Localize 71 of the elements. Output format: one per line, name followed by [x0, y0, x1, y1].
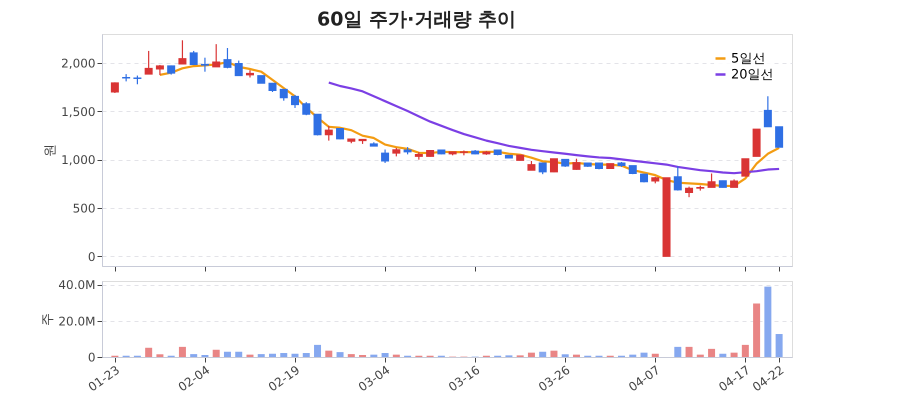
- candlestick: [212, 44, 220, 68]
- bar: [268, 354, 276, 357]
- candlestick: [741, 158, 750, 178]
- bar: [764, 286, 772, 357]
- y-tick-label: 20.0M: [58, 314, 96, 328]
- candlestick: [572, 158, 580, 170]
- candlestick: [764, 96, 772, 128]
- y-axis-title: 주: [40, 313, 56, 326]
- bar: [708, 348, 716, 357]
- candlestick: [674, 166, 682, 192]
- bar: [652, 354, 659, 357]
- candlestick: [314, 114, 322, 136]
- candlestick: [324, 125, 333, 142]
- bar: [348, 354, 355, 357]
- candlestick: [302, 102, 310, 116]
- bar: [336, 352, 344, 357]
- candlestick: [234, 60, 243, 76]
- candlestick: [200, 57, 209, 72]
- bar: [686, 346, 693, 357]
- bar: [156, 354, 164, 357]
- candlestick: [190, 50, 198, 66]
- bar: [145, 348, 152, 357]
- bar: [562, 354, 569, 357]
- candlestick: [280, 88, 288, 102]
- bar: [730, 352, 738, 357]
- legend-label: 20일선: [731, 68, 774, 82]
- candlestick: [156, 64, 164, 76]
- bar: [235, 352, 242, 357]
- y-tick-label: 1,500: [61, 104, 96, 119]
- bar: [753, 303, 760, 357]
- bar: [280, 353, 288, 357]
- candlestick: [381, 148, 390, 164]
- y-tick-label: 40.0M: [58, 278, 96, 292]
- bar: [640, 352, 648, 357]
- bar: [212, 350, 220, 357]
- y-tick-label: 1,000: [61, 153, 96, 168]
- bar: [178, 346, 186, 357]
- bar: [550, 350, 558, 357]
- bar: [224, 352, 231, 357]
- candlestick: [144, 50, 153, 75]
- candlestick: [223, 47, 232, 69]
- bar: [674, 346, 682, 357]
- candlestick: [527, 160, 536, 171]
- candlestick: [178, 40, 186, 65]
- legend-label: 5일선: [731, 52, 766, 66]
- line-series: [328, 81, 780, 174]
- bar: [382, 353, 389, 357]
- y-axis-title: 원: [43, 144, 58, 157]
- candlestick: [708, 172, 716, 188]
- bar: [292, 354, 299, 357]
- bar: [528, 352, 535, 357]
- y-tick-label: 0: [88, 350, 96, 364]
- bar: [302, 353, 310, 357]
- chart-title: 60일 주가·거래량 추이: [317, 8, 516, 30]
- bar: [776, 334, 783, 357]
- bar: [719, 354, 726, 357]
- bar: [742, 344, 749, 357]
- candlestick: [775, 126, 784, 148]
- candlestick: [291, 94, 300, 109]
- bar: [314, 344, 322, 357]
- y-tick-label: 2,000: [61, 56, 96, 70]
- bar: [325, 350, 332, 357]
- bar: [258, 354, 265, 357]
- candlestick: [538, 162, 547, 175]
- candlestick: [685, 186, 694, 198]
- candlestick: [550, 158, 558, 173]
- bar: [190, 354, 198, 357]
- y-tick-label: 500: [72, 202, 96, 216]
- y-tick-label: 0: [88, 250, 96, 264]
- candlestick: [336, 128, 344, 140]
- bar: [539, 352, 546, 357]
